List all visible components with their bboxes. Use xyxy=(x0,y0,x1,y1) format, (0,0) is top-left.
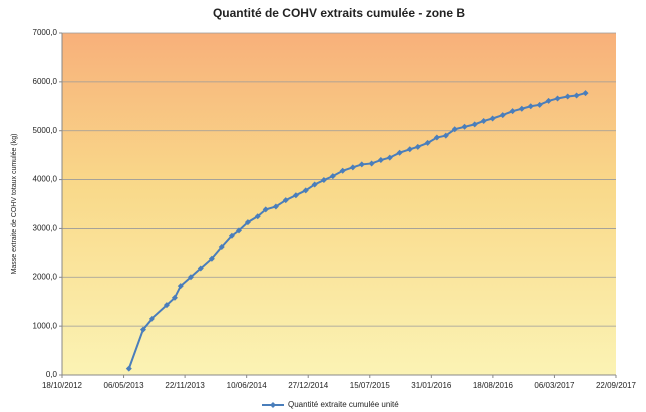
legend-label: Quantité extraite cumulée unité xyxy=(288,400,399,409)
data-point xyxy=(377,157,384,164)
x-tick-label: 06/05/2013 xyxy=(104,381,145,390)
data-point xyxy=(442,132,449,139)
x-tick-label: 06/03/2017 xyxy=(534,381,575,390)
data-point xyxy=(527,103,534,110)
data-point xyxy=(329,173,336,180)
legend-marker xyxy=(270,402,276,408)
data-point xyxy=(349,164,356,171)
data-point xyxy=(368,160,375,167)
plot-area xyxy=(62,33,616,375)
data-point xyxy=(228,232,235,239)
y-tick-label: 7000,0 xyxy=(33,28,58,37)
y-tick-label: 4000,0 xyxy=(33,175,58,184)
data-point xyxy=(254,213,261,220)
data-point xyxy=(320,177,327,184)
data-point xyxy=(582,90,589,97)
data-point xyxy=(125,365,132,372)
y-tick-label: 1000,0 xyxy=(33,321,58,330)
data-point xyxy=(302,187,309,194)
data-point xyxy=(139,326,146,333)
data-point xyxy=(451,126,458,133)
data-point xyxy=(244,219,251,226)
data-point xyxy=(518,105,525,112)
y-axis-label: Masse extraite de COHV totaux cumulée (k… xyxy=(11,134,18,275)
x-tick-label: 31/01/2016 xyxy=(411,381,452,390)
data-point xyxy=(171,294,178,301)
y-tick-label: 0,0 xyxy=(46,370,58,379)
x-tick-label: 27/12/2014 xyxy=(288,381,329,390)
data-point xyxy=(414,143,421,150)
data-point xyxy=(480,117,487,124)
data-point xyxy=(163,302,170,309)
x-tick-label: 10/06/2014 xyxy=(227,381,268,390)
x-tick-label: 22/11/2013 xyxy=(165,381,205,390)
data-point xyxy=(536,101,543,108)
data-point xyxy=(187,274,194,281)
data-point xyxy=(509,108,516,115)
data-point xyxy=(272,203,279,210)
data-point xyxy=(554,95,561,102)
chart-title: Quantité de COHV extraits cumulée - zone… xyxy=(213,6,465,20)
data-point xyxy=(148,315,155,322)
data-point xyxy=(292,192,299,199)
data-point xyxy=(339,167,346,174)
y-tick-label: 5000,0 xyxy=(33,126,58,135)
data-point xyxy=(573,92,580,99)
y-tick-label: 6000,0 xyxy=(33,77,58,86)
data-point xyxy=(218,243,225,250)
data-point xyxy=(489,115,496,122)
data-point xyxy=(406,146,413,153)
data-point xyxy=(564,93,571,100)
y-tick-label: 3000,0 xyxy=(33,224,58,233)
y-tick-label: 2000,0 xyxy=(33,272,58,281)
x-tick-label: 18/10/2012 xyxy=(42,381,83,390)
x-tick-label: 18/08/2016 xyxy=(473,381,514,390)
data-point xyxy=(386,154,393,161)
x-tick-label: 15/07/2015 xyxy=(350,381,391,390)
data-point xyxy=(545,97,552,104)
data-point xyxy=(197,265,204,272)
x-tick-label: 22/09/2017 xyxy=(596,381,637,390)
data-point xyxy=(424,139,431,146)
data-point xyxy=(282,197,289,204)
data-point xyxy=(262,206,269,213)
data-point xyxy=(433,134,440,141)
data-point xyxy=(177,283,184,290)
data-point xyxy=(499,112,506,119)
data-point xyxy=(311,181,318,188)
data-point xyxy=(208,255,215,262)
data-point xyxy=(461,123,468,130)
data-point xyxy=(471,121,478,128)
data-point xyxy=(235,227,242,234)
data-point xyxy=(396,149,403,156)
data-point xyxy=(358,161,365,168)
